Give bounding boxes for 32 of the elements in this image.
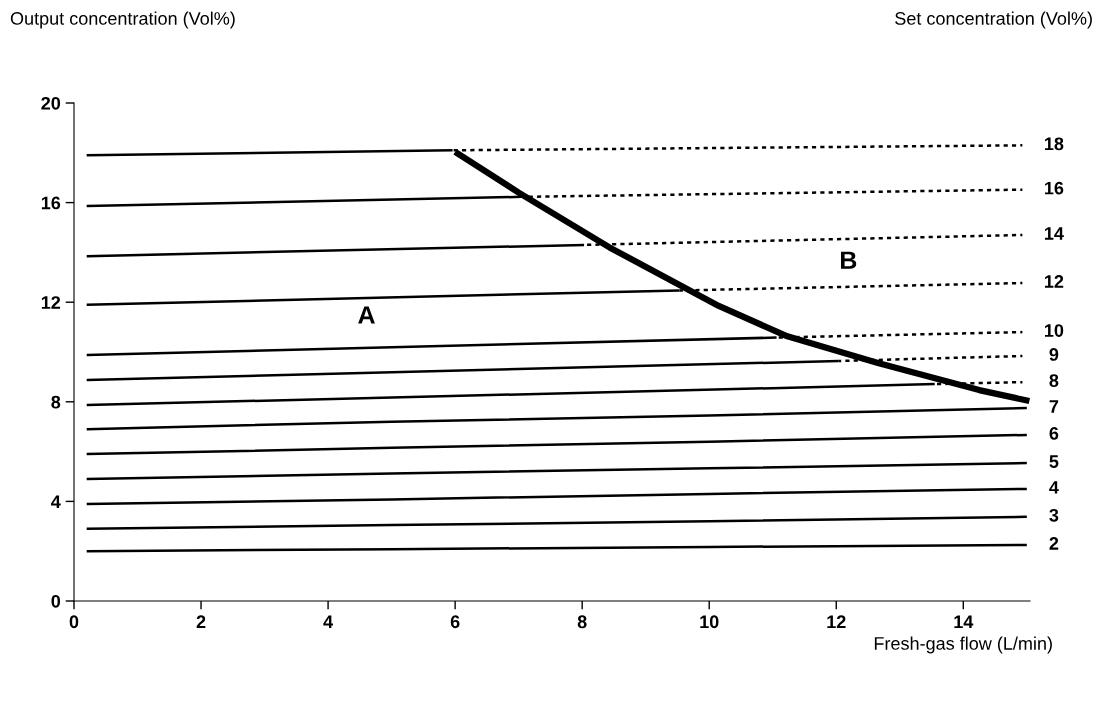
x-tick-label: 10 (700, 615, 719, 629)
series-label: 6 (1049, 426, 1059, 440)
series-label: 2 (1049, 537, 1059, 550)
series-label: 14 (1045, 227, 1064, 240)
y-tick-label: 12 (41, 296, 61, 309)
series-label: 9 (1049, 348, 1059, 361)
annotation: A (358, 306, 375, 324)
series-label: 7 (1049, 400, 1059, 413)
y-tick-label: 0 (51, 594, 61, 608)
y-tick-label: 20 (41, 96, 61, 110)
x-tick-label: 8 (577, 615, 587, 629)
x-axis-title: Fresh-gas flow (L/min) (874, 636, 1052, 654)
x-tick-label: 12 (827, 615, 846, 628)
y-tick-label: 4 (51, 495, 61, 508)
y-axis-title: Output concentration (Vol%) (10, 11, 235, 29)
series-label: 5 (1049, 455, 1059, 468)
series-label: 10 (1045, 324, 1064, 337)
series-label: 3 (1049, 508, 1059, 522)
x-tick-label: 6 (450, 615, 460, 629)
y-tick-label: 16 (41, 196, 61, 210)
annotation: B (841, 251, 857, 269)
x-tick-label: 2 (196, 615, 206, 628)
x-tick-label: 4 (323, 615, 334, 628)
series-label: 18 (1045, 137, 1064, 151)
y2-axis-title: Set concentration (Vol%) (895, 11, 1092, 29)
series-label: 12 (1045, 275, 1064, 288)
x-tick-label: 14 (954, 615, 974, 628)
x-tick-label: 0 (69, 615, 79, 629)
series-label: 8 (1049, 374, 1059, 387)
y-tick-label: 8 (51, 395, 61, 409)
series-label: 4 (1049, 481, 1059, 494)
series-label: 16 (1045, 181, 1064, 195)
